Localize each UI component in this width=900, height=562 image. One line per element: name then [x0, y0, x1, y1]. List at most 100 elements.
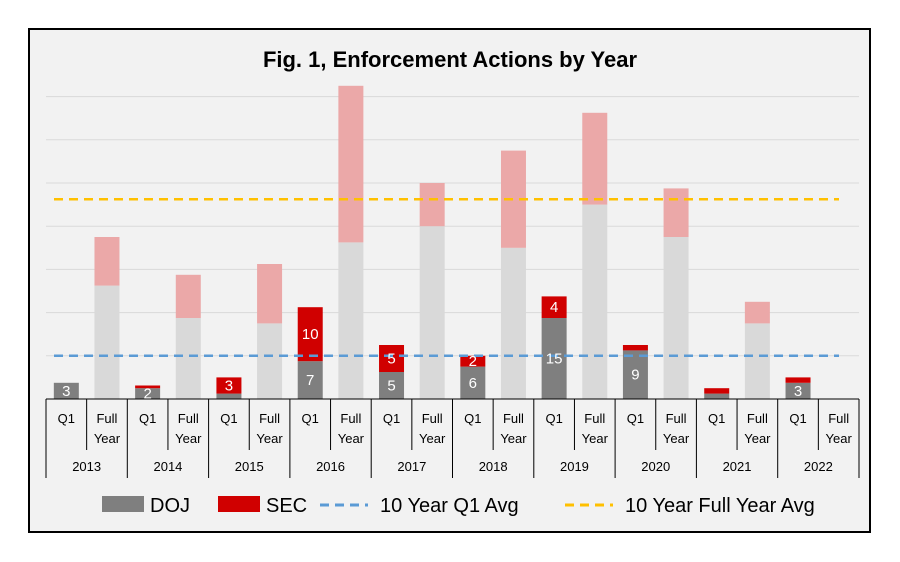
- chart-frame: Fig. 1, Enforcement Actions by Year 3 2 3 7…: [28, 28, 871, 533]
- chart-title: Fig. 1, Enforcement Actions by Year: [263, 47, 638, 72]
- tick-label-full-year: Full: [503, 411, 524, 426]
- tick-label-full-year: Full: [340, 411, 361, 426]
- doj-bar: [460, 366, 486, 399]
- doj-bar: [582, 204, 608, 399]
- sec-bar: [704, 388, 730, 394]
- doj-data-label: 5: [387, 378, 395, 395]
- tick-label-year: 2014: [153, 459, 182, 474]
- doj-bar: [257, 323, 283, 399]
- tick-label-year: 2018: [479, 459, 508, 474]
- bars: [53, 85, 811, 399]
- sec-bar: [216, 377, 242, 394]
- x-axis: Q1 Full Year Q1 Full Year Q1 Full Year Q1 Full Year…: [45, 398, 860, 478]
- tick-label-year: 2022: [804, 459, 833, 474]
- sec-bar: [379, 345, 405, 372]
- sec-data-label: 5: [387, 351, 395, 368]
- sec-bar: [582, 112, 608, 205]
- doj-bar: [704, 393, 730, 399]
- tick-label-full-year: Full: [828, 411, 849, 426]
- sec-bar: [622, 345, 648, 351]
- legend-label: 10 Year Full Year Avg: [625, 495, 815, 517]
- sec-bar: [663, 188, 689, 237]
- sec-bar: [135, 385, 161, 389]
- doj-data-label: 9: [631, 367, 639, 384]
- legend: DOJ SEC 10 Year Q1 Avg 10 Year Full Year Av…: [102, 495, 815, 517]
- tick-label-full-year: Year: [338, 431, 365, 446]
- reference-lines: [54, 197, 839, 358]
- sec-bar: [460, 355, 486, 367]
- tick-label-q1: Q1: [545, 411, 562, 426]
- doj-data-label: 6: [469, 375, 477, 392]
- tick-label-full-year: Full: [259, 411, 280, 426]
- doj-data-label: 3: [794, 383, 802, 400]
- tick-label-full-year: Year: [744, 431, 771, 446]
- tick-label-full-year: Year: [582, 431, 609, 446]
- tick-label-full-year: Full: [96, 411, 117, 426]
- sec-bar: [257, 264, 283, 324]
- doj-data-label: 2: [143, 386, 151, 403]
- tick-label-q1: Q1: [302, 411, 319, 426]
- doj-data-label: 7: [306, 372, 314, 389]
- gridlines: [46, 96, 859, 400]
- doj-bar: [419, 226, 445, 399]
- sec-data-label: 2: [469, 353, 477, 370]
- tick-label-q1: Q1: [139, 411, 156, 426]
- tick-label-full-year: Year: [500, 431, 527, 446]
- sec-bar: [744, 301, 770, 324]
- sec-data-label: 3: [225, 378, 233, 395]
- doj-bar: [622, 350, 648, 399]
- tick-label-q1: Q1: [627, 411, 644, 426]
- tick-label-year: 2021: [723, 459, 752, 474]
- legend-sec-swatch: [218, 496, 260, 512]
- doj-bar: [135, 388, 161, 399]
- tick-label-full-year: Full: [422, 411, 443, 426]
- doj-bar: [94, 285, 120, 399]
- doj-bar: [175, 318, 201, 399]
- tick-label-q1: Q1: [789, 411, 806, 426]
- tick-label-full-year: Full: [178, 411, 199, 426]
- sec-bar: [94, 237, 120, 286]
- doj-bar: [785, 382, 811, 399]
- doj-bar: [338, 242, 364, 399]
- tick-label-full-year: Year: [663, 431, 690, 446]
- tick-label-full-year: Year: [94, 431, 121, 446]
- doj-bar: [53, 382, 79, 399]
- tick-label-full-year: Full: [747, 411, 768, 426]
- legend-label: SEC: [266, 495, 307, 517]
- tick-label-year: 2016: [316, 459, 345, 474]
- doj-bar: [379, 372, 405, 399]
- doj-bar: [541, 318, 567, 399]
- sec-data-label: 4: [550, 299, 558, 316]
- tick-label-year: 2013: [72, 459, 101, 474]
- tick-label-year: 2015: [235, 459, 264, 474]
- doj-bar: [500, 247, 526, 399]
- doj-bar: [297, 361, 323, 399]
- doj-bar: [663, 237, 689, 399]
- tick-label-full-year: Full: [584, 411, 605, 426]
- tick-label-full-year: Year: [175, 431, 202, 446]
- tick-label-full-year: Full: [666, 411, 687, 426]
- tick-label-q1: Q1: [464, 411, 481, 426]
- sec-bar: [785, 377, 811, 383]
- sec-bar: [175, 274, 201, 318]
- sec-bar: [419, 183, 445, 227]
- chart: Fig. 1, Enforcement Actions by Year 3 2 3 7…: [45, 47, 860, 517]
- doj-data-label: 3: [62, 383, 70, 400]
- doj-bar: [744, 323, 770, 399]
- tick-label-year: 2017: [397, 459, 426, 474]
- tick-label-full-year: Year: [826, 431, 853, 446]
- bar-labels: 3 2 3 7 10 5 5 6 2 15 4 9 3: [62, 299, 802, 402]
- legend-label: 10 Year Q1 Avg: [380, 495, 519, 517]
- legend-doj-swatch: [102, 496, 144, 512]
- sec-bar: [338, 85, 364, 243]
- doj-bar: [216, 393, 242, 399]
- tick-label-year: 2019: [560, 459, 589, 474]
- tick-label-q1: Q1: [708, 411, 725, 426]
- tick-label-full-year: Year: [256, 431, 283, 446]
- doj-data-label: 15: [546, 351, 563, 368]
- sec-data-label: 10: [302, 326, 319, 343]
- tick-label-q1: Q1: [58, 411, 75, 426]
- tick-label-q1: Q1: [383, 411, 400, 426]
- legend-label: DOJ: [150, 495, 190, 517]
- sec-bar: [541, 296, 567, 318]
